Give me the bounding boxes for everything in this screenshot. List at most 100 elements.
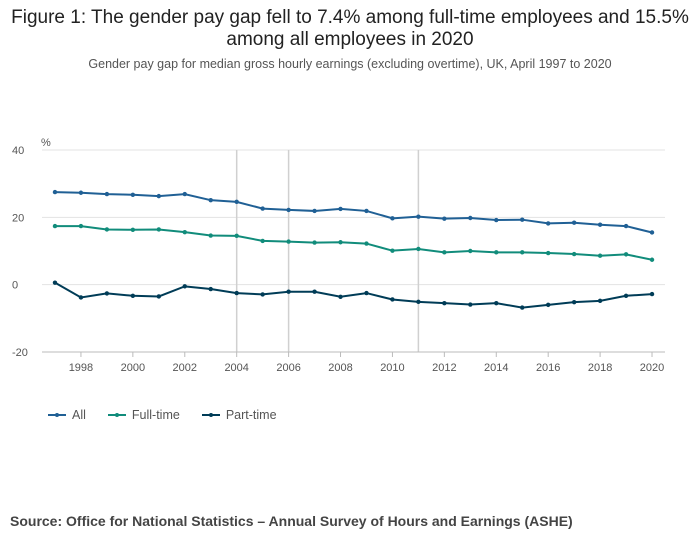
data-point-part-time	[442, 300, 447, 306]
source-note: Source: Office for National Statistics –…	[10, 513, 573, 529]
series-line-part-time	[54, 281, 653, 309]
y-tick-label: -20	[12, 347, 28, 359]
y-tick-label: 20	[12, 212, 24, 224]
data-point-all	[468, 215, 473, 221]
data-point-all	[520, 217, 525, 222]
data-point-part-time	[338, 294, 343, 299]
data-point-all	[312, 208, 317, 214]
data-point-all	[649, 230, 655, 235]
data-point-all	[597, 222, 603, 227]
data-point-part-time	[520, 305, 525, 310]
data-point-all	[545, 221, 551, 226]
data-point-all	[571, 220, 577, 225]
data-point-full-time	[623, 252, 629, 257]
x-tick-label: 2010	[380, 362, 404, 374]
data-point-full-time	[442, 250, 447, 255]
data-point-full-time	[416, 246, 421, 252]
data-point-all	[234, 199, 239, 205]
data-point-all	[338, 206, 343, 212]
data-point-full-time	[78, 223, 84, 229]
data-point-all	[390, 216, 395, 221]
data-point-full-time	[338, 240, 343, 245]
data-point-full-time	[390, 248, 395, 253]
data-point-part-time	[260, 292, 265, 297]
data-point-part-time	[545, 302, 551, 308]
data-point-full-time	[182, 229, 187, 235]
data-point-part-time	[597, 298, 603, 304]
data-point-full-time	[468, 248, 473, 254]
data-point-part-time	[494, 300, 499, 306]
legend-item-all[interactable]: All	[48, 408, 86, 422]
x-tick-label: 2000	[121, 362, 145, 374]
x-tick-label: 2006	[276, 362, 300, 374]
data-point-part-time	[234, 290, 239, 296]
data-point-all	[156, 193, 162, 199]
x-tick-label: 2002	[173, 362, 197, 374]
data-point-full-time	[156, 227, 162, 232]
data-point-part-time	[468, 302, 473, 307]
data-point-full-time	[208, 233, 213, 238]
legend-swatch-all	[48, 413, 66, 417]
data-point-full-time	[104, 227, 110, 232]
series-line-full-time	[54, 225, 653, 261]
data-point-part-time	[156, 294, 162, 299]
data-point-full-time	[520, 250, 525, 255]
data-point-all	[130, 192, 136, 197]
data-point-part-time	[416, 299, 421, 305]
data-point-all	[364, 208, 369, 214]
data-point-part-time	[286, 289, 291, 294]
data-point-part-time	[104, 291, 110, 296]
data-point-full-time	[571, 251, 577, 257]
data-point-part-time	[312, 289, 317, 294]
legend-item-full-time[interactable]: Full-time	[107, 408, 180, 422]
y-tick-label: 0	[12, 280, 18, 292]
data-point-all	[623, 223, 629, 229]
data-point-part-time	[208, 286, 213, 292]
data-point-all	[260, 206, 265, 211]
data-point-part-time	[364, 290, 369, 296]
legend-label-all: All	[72, 408, 86, 422]
chart-subtitle: Gender pay gap for median gross hourly e…	[88, 57, 612, 71]
data-point-full-time	[494, 250, 499, 255]
data-point-all	[494, 217, 499, 223]
legend-item-part-time[interactable]: Part-time	[201, 408, 277, 422]
x-tick-label: 2020	[640, 362, 664, 374]
data-point-part-time	[78, 295, 84, 300]
data-point-all	[182, 191, 187, 197]
x-tick-label: 2014	[484, 362, 508, 374]
legend-label-part-time: Part-time	[225, 408, 277, 422]
data-point-all	[286, 207, 291, 213]
data-point-part-time	[571, 299, 577, 305]
data-point-part-time	[52, 280, 58, 285]
chart-legend: All Full-time Part-time	[48, 408, 277, 422]
y-axis-label: %	[41, 137, 51, 149]
data-point-full-time	[364, 241, 369, 246]
data-point-full-time	[234, 233, 239, 239]
data-point-full-time	[545, 250, 551, 256]
x-tick-label: 2012	[432, 362, 456, 374]
data-point-all	[52, 189, 58, 195]
chart-title: Figure 1: The gender pay gap fell to 7.4…	[11, 7, 689, 50]
data-point-all	[78, 190, 84, 195]
data-point-all	[208, 197, 213, 203]
x-tick-label: 2016	[536, 362, 560, 374]
data-point-full-time	[286, 239, 291, 244]
x-tick-label: 1998	[69, 362, 93, 374]
data-point-part-time	[130, 293, 136, 298]
series-line-all	[54, 191, 653, 234]
legend-label-full-time: Full-time	[131, 408, 180, 422]
data-point-all	[442, 216, 447, 221]
x-tick-label: 2004	[224, 362, 248, 374]
data-point-full-time	[649, 257, 655, 262]
x-tick-label: 2008	[328, 362, 352, 374]
data-point-all	[416, 214, 421, 219]
legend-swatch-part-time	[201, 413, 220, 417]
legend-swatch-full-time	[107, 413, 126, 417]
data-point-part-time	[182, 284, 187, 289]
data-point-full-time	[597, 253, 603, 258]
y-tick-label: 40	[12, 145, 24, 157]
data-point-all	[104, 191, 110, 197]
data-point-part-time	[623, 293, 629, 298]
data-point-full-time	[130, 227, 136, 232]
